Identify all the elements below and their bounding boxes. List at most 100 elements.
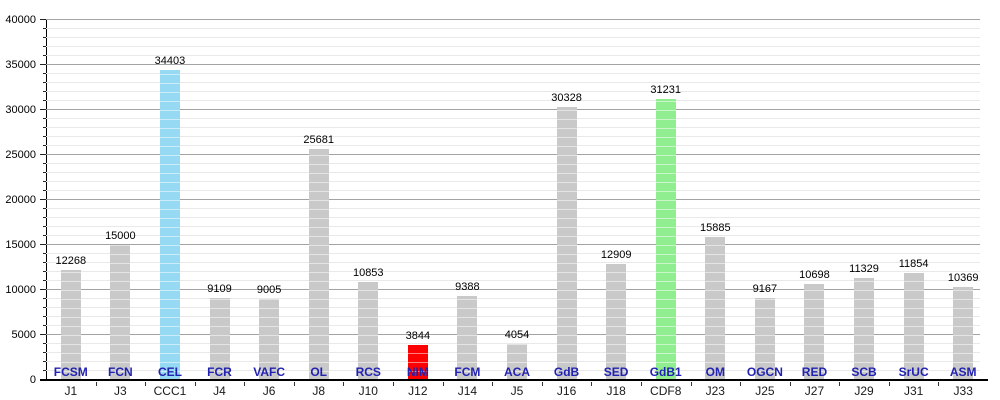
bar-column-j1: 12268 FCSM (46, 20, 96, 380)
y-axis-tick (43, 172, 46, 173)
bar-team-label: SCB (851, 365, 877, 379)
bar-team-label: CEL (157, 365, 182, 379)
gridline-minor (46, 100, 980, 101)
bar-value-label: 25681 (303, 133, 334, 146)
bar-column-j16: 30328 GdB (542, 20, 592, 380)
y-axis-tick (43, 55, 46, 56)
bar-column-j14: 9388 FCM (443, 20, 493, 380)
bar-ogcn (754, 297, 775, 380)
gridline-minor (46, 271, 980, 272)
gridline-minor (46, 73, 980, 74)
y-axis-tick (40, 154, 46, 155)
y-axis-tick (43, 361, 46, 362)
bar-fcsm (60, 269, 81, 380)
bar-column-j3: 15000 FCN (96, 20, 146, 380)
gridline-major (46, 109, 980, 110)
y-axis-tick-label: 20000 (5, 194, 36, 206)
bar-om (705, 237, 726, 380)
y-axis-tick (43, 73, 46, 74)
x-axis-boundary-tick (591, 382, 593, 386)
bar-team-label: OGCN (746, 365, 783, 379)
y-axis-tick (43, 163, 46, 164)
y-axis-tick-label: 30000 (5, 104, 36, 116)
gridline-minor (46, 91, 980, 92)
bar-team-label: RED (801, 365, 828, 379)
x-category-label: J1 (64, 384, 78, 398)
y-axis-line (46, 20, 47, 381)
y-axis-tick-label: 15000 (5, 239, 36, 251)
x-category-label: J5 (510, 384, 524, 398)
y-axis-tick (43, 370, 46, 371)
x-category-label: J12 (408, 384, 428, 398)
gridline-minor (46, 136, 980, 137)
bar-team-label: VAFC (253, 365, 285, 379)
gridline-minor (46, 37, 980, 38)
y-axis-tick (40, 199, 46, 200)
bar-value-label: 15885 (700, 222, 731, 235)
bar-value-label: 12909 (600, 248, 632, 261)
x-category-label: J31 (903, 384, 924, 398)
bar-gdb1 (655, 98, 676, 380)
gridline-major (46, 289, 980, 290)
gridline-major (46, 199, 980, 200)
y-axis-tick (43, 82, 46, 83)
bar-nim (407, 345, 428, 380)
bar-columns: 12268 FCSM 15000 FCN 34403 CEL 9109 FCR 9005 VAFC… (46, 20, 988, 386)
gridline-major (46, 244, 980, 245)
gridline-minor (46, 253, 980, 254)
bar-value-label: 31231 (650, 83, 682, 96)
x-axis-boundary-tick (95, 382, 97, 386)
x-category-label: J27 (804, 384, 825, 398)
bar-team-label: ACA (503, 365, 530, 379)
bar-column-j29: 11329 SCB (839, 20, 889, 380)
bar-value-label: 11854 (898, 258, 929, 271)
gridline-minor (46, 235, 980, 236)
bar-column-j10: 10853 RCS (343, 20, 393, 380)
y-axis-tick (40, 289, 46, 290)
bar-team-label: SrUC (898, 365, 929, 379)
bar-team-label: FCSM (53, 365, 88, 379)
gridline-minor (46, 28, 980, 29)
y-axis-tick-label: 0 (29, 374, 36, 386)
x-category-label: CDF8 (650, 384, 682, 398)
bar-team-label: ASM (949, 365, 977, 379)
y-axis-tick (40, 64, 46, 65)
bar-fcn (110, 245, 131, 380)
x-axis-boundary-tick (244, 382, 246, 386)
gridline-minor (46, 343, 980, 344)
bar-team-label: OL (310, 365, 328, 379)
bar-column-j6: 9005 VAFC (244, 20, 294, 380)
gridline-minor (46, 82, 980, 83)
y-axis-tick (43, 100, 46, 101)
x-axis-boundary-tick (393, 382, 395, 386)
y-axis-tick-label: 35000 (5, 59, 36, 71)
gridline-minor (46, 46, 980, 47)
x-axis-boundary-tick (194, 382, 196, 386)
bar-value-label: 10853 (352, 267, 384, 280)
bar-value-label: 9005 (256, 283, 282, 296)
gridline-minor (46, 217, 980, 218)
y-axis-tick (43, 352, 46, 353)
x-axis-boundary-tick (938, 382, 940, 386)
y-axis-tick-label: 10000 (5, 284, 36, 296)
x-category-label: J18 (606, 384, 626, 398)
bar-team-label: FCR (207, 365, 232, 379)
x-category-label: J23 (705, 384, 725, 398)
bar-column-j5: 4054 ACA (492, 20, 542, 380)
y-axis-tick (43, 298, 46, 299)
x-axis-labels: J1 J3 CCC1 J4 J6 J8 J10 J12 J14 J5 J16 J18 CDF8 J23 J2… (46, 384, 988, 399)
y-axis-tick (43, 262, 46, 263)
y-axis-tick (43, 271, 46, 272)
bar-vafc (259, 298, 280, 380)
gridline-minor (46, 163, 980, 164)
y-axis-tick (43, 307, 46, 308)
x-axis-boundary-tick (740, 382, 742, 386)
gridline-minor (46, 127, 980, 128)
bar-team-label: FCN (108, 365, 133, 379)
bar-fcm (457, 295, 478, 380)
x-category-label: J14 (457, 384, 478, 398)
y-axis-tick (40, 19, 46, 20)
bar-team-label: NIM (406, 365, 429, 379)
bar-column-j8: 25681 OL (294, 20, 344, 380)
